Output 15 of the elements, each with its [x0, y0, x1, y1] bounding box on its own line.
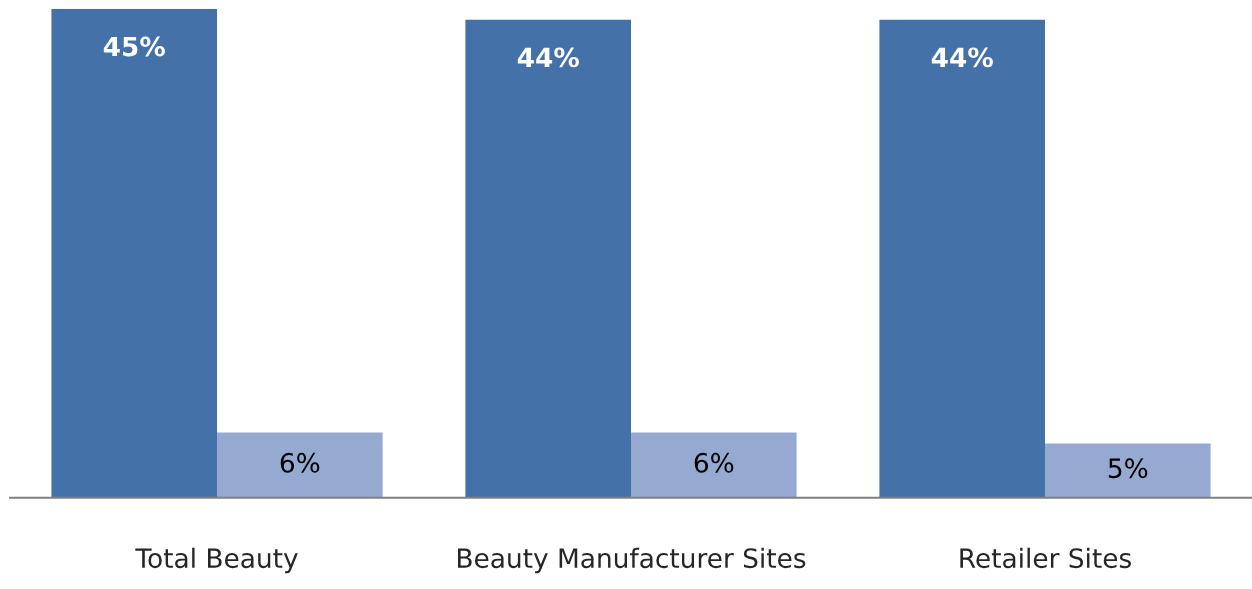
bar	[1045, 443, 1211, 498]
data-label: 5%	[1108, 458, 1148, 479]
x-tick-label: Retailer Sites	[960, 547, 1131, 569]
x-tick-label: Total Beauty	[135, 547, 298, 574]
bar	[51, 8, 218, 498]
data-label: 45%	[103, 36, 165, 57]
bar	[465, 19, 632, 498]
bar	[631, 432, 797, 498]
bar	[217, 432, 383, 498]
x-tick-label: Beauty Manufacturer Sites	[458, 547, 806, 574]
data-label: 44%	[931, 47, 993, 68]
data-label: 44%	[517, 47, 579, 68]
data-label: 6%	[694, 452, 734, 473]
bar	[879, 19, 1045, 498]
data-label: 6%	[280, 452, 320, 473]
